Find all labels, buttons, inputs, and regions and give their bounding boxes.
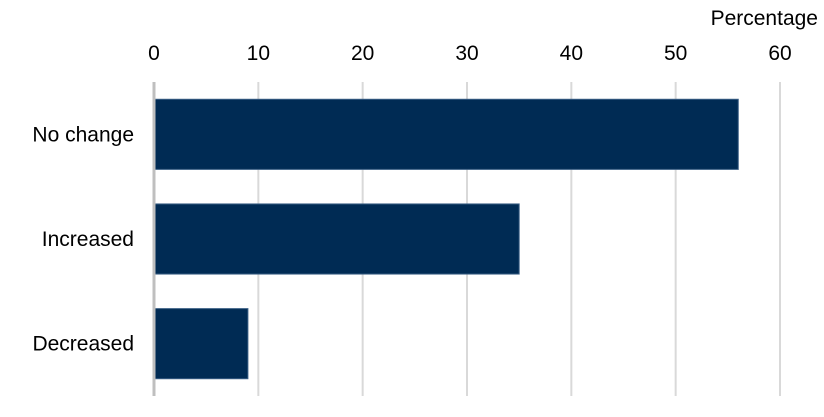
category-label: Increased <box>42 228 134 251</box>
bar-decreased <box>153 308 249 380</box>
x-tick-label: 20 <box>351 42 374 65</box>
category-label: Decreased <box>32 333 134 356</box>
category-labels: No change Increased Decreased <box>32 123 134 355</box>
x-tick-label: 40 <box>560 42 583 65</box>
x-tick-label: 30 <box>455 42 478 65</box>
bars <box>153 98 739 380</box>
x-tick-label: 60 <box>768 42 791 65</box>
x-tick-label: 50 <box>664 42 687 65</box>
category-label: No change <box>32 123 134 146</box>
x-axis-title: Percentage <box>711 7 818 30</box>
x-tick-labels: 0 10 20 30 40 50 60 <box>148 42 792 65</box>
bar-increased <box>153 203 520 275</box>
x-tick-label: 0 <box>148 42 160 65</box>
bar-no-change <box>153 98 739 170</box>
x-tick-label: 10 <box>247 42 270 65</box>
